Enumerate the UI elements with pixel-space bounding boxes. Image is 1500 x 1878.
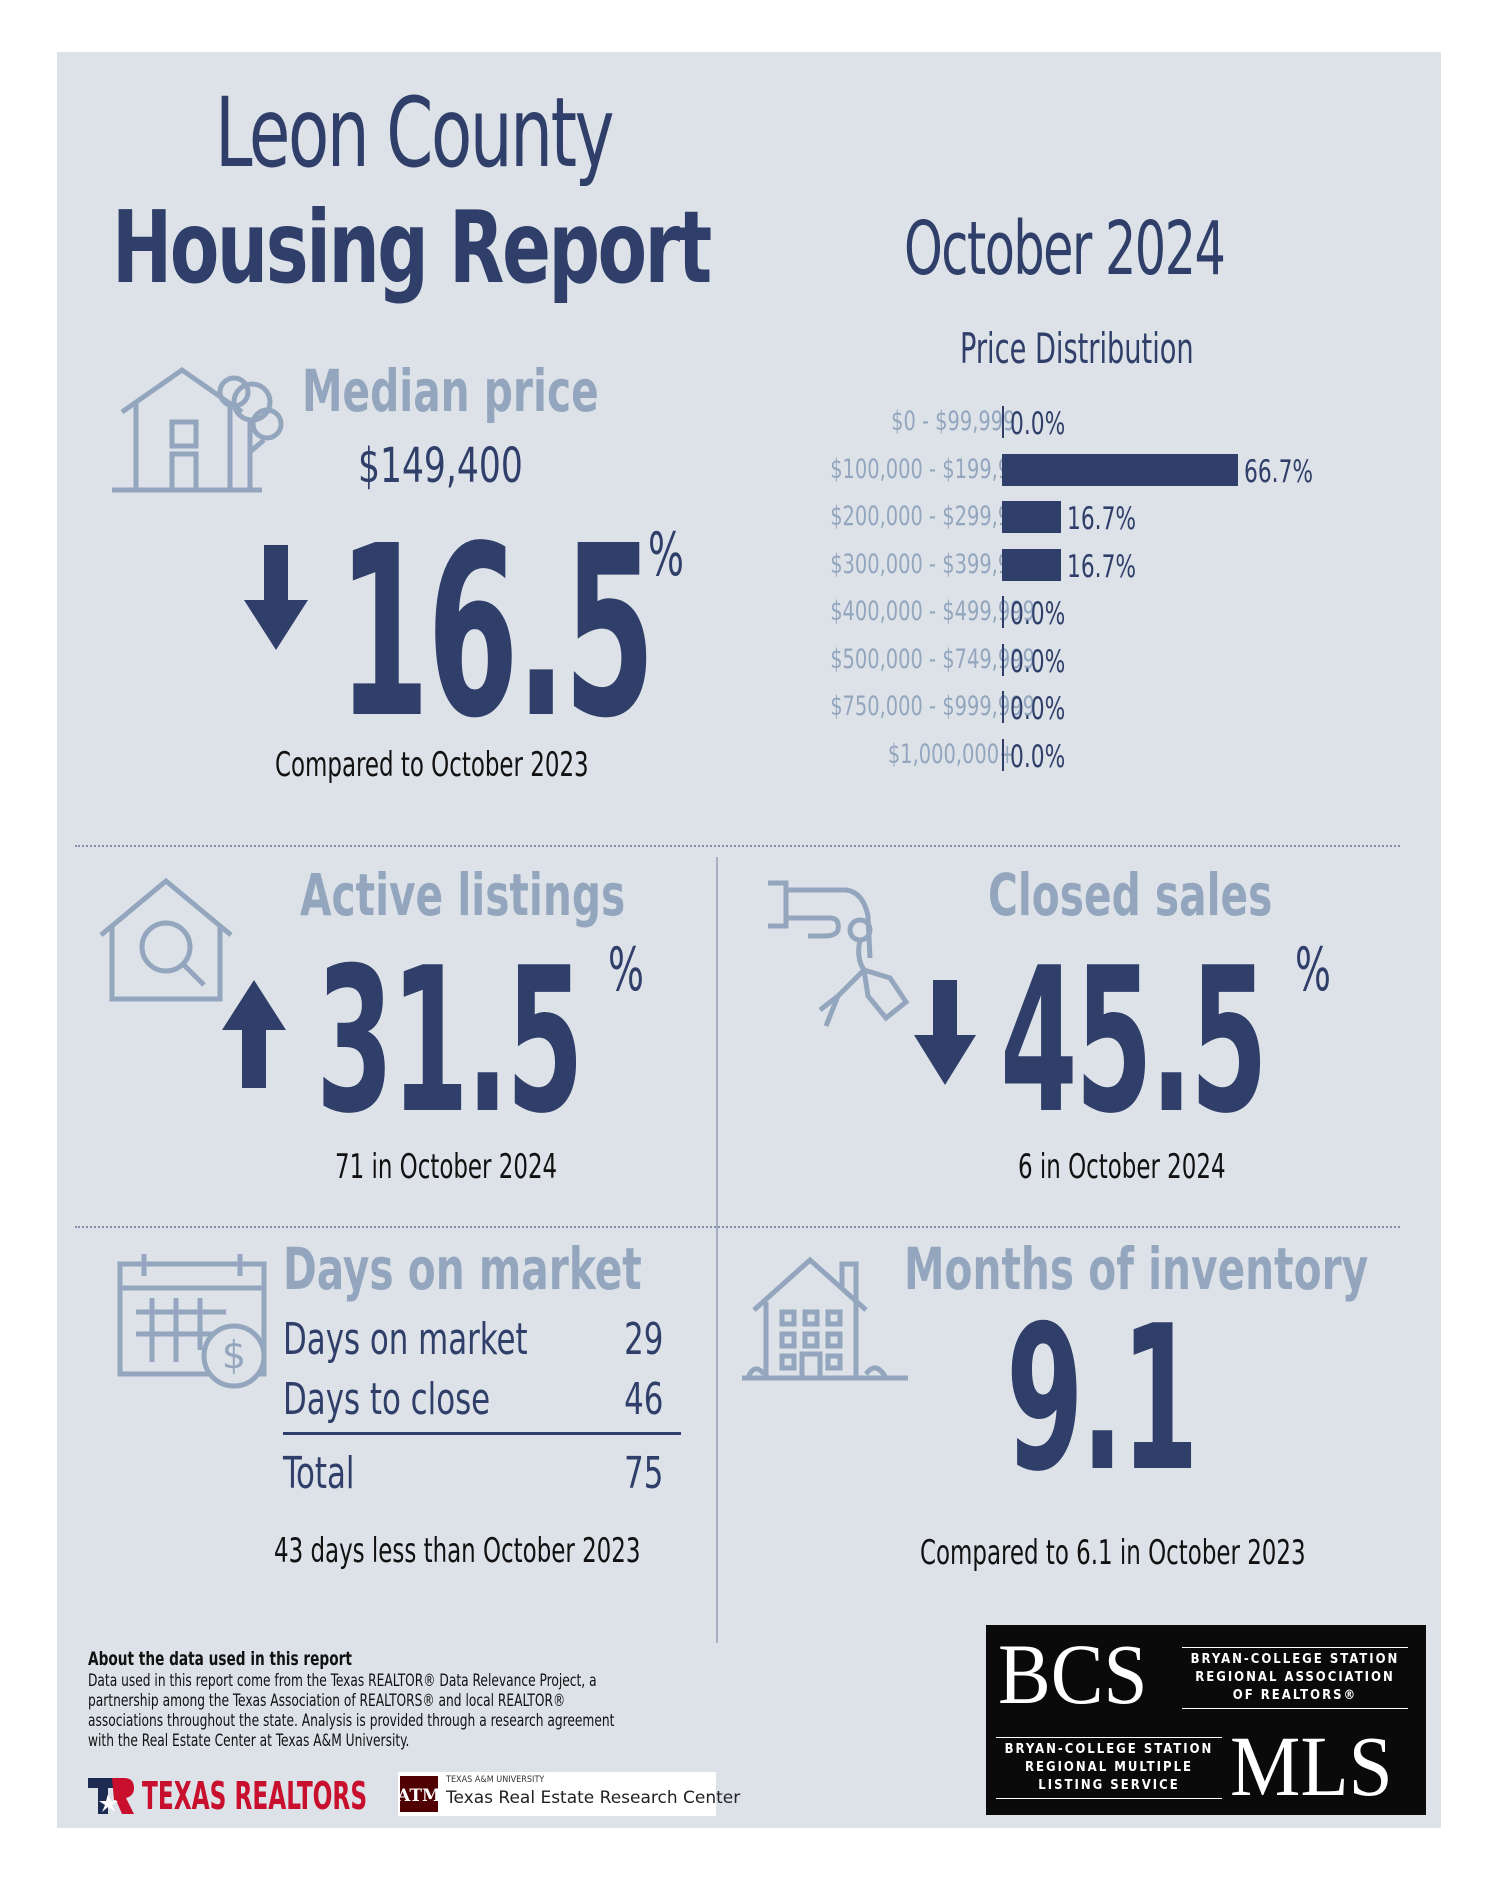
bcs-association-text: BRYAN-COLLEGE STATION REGIONAL ASSOCIATI…: [1182, 1647, 1408, 1709]
median-price-label: Median price: [302, 357, 599, 425]
mls-association-text: BRYAN-COLLEGE STATION REGIONAL MULTIPLE …: [996, 1737, 1222, 1799]
price-range-label: $100,000 - $199,999: [830, 454, 1036, 485]
price-distribution-value-label: 0.0%: [1010, 406, 1066, 442]
median-price-caption: Compared to October 2023: [275, 745, 589, 785]
row-value: 75: [623, 1448, 663, 1499]
price-distribution-bar: [1002, 691, 1004, 723]
median-price-value: $149,400: [358, 438, 523, 494]
down-arrow-icon: [244, 545, 308, 654]
row-label: Days to close: [283, 1374, 491, 1425]
house-search-icon: [96, 875, 236, 1009]
down-arrow-icon: [914, 980, 976, 1089]
section-divider: [75, 1226, 1400, 1228]
months-inventory-caption: Compared to 6.1 in October 2023: [920, 1533, 1306, 1573]
row-value: 46: [623, 1374, 663, 1425]
price-range-label: $0 - $99,999: [890, 406, 1016, 437]
assoc-line: REGIONAL ASSOCIATION: [1195, 1670, 1395, 1685]
price-distribution-bar: [1002, 596, 1004, 628]
report-title: Housing Report: [112, 189, 712, 306]
about-text: Data used in this report come from the T…: [88, 1671, 615, 1751]
tamu-center-text: Texas Real Estate Research Center: [446, 1788, 741, 1808]
house-tree-icon: [112, 362, 292, 501]
price-distribution-bar: [1002, 501, 1061, 533]
active-listings-change: 31.5: [316, 925, 584, 1158]
active-listings-caption: 71 in October 2024: [335, 1147, 558, 1187]
closed-sales-label: Closed sales: [988, 861, 1273, 929]
tamu-university-text: TEXAS A&M UNIVERSITY: [446, 1775, 545, 1785]
price-distribution-value-label: 16.7%: [1067, 501, 1137, 537]
bcs-wordmark: BCS: [998, 1626, 1148, 1722]
price-distribution-bar: [1002, 454, 1238, 486]
assoc-line: OF REALTORS®: [1232, 1688, 1358, 1703]
tamu-logo: ATM TEXAS A&M UNIVERSITY Texas Real Esta…: [396, 1772, 740, 1816]
price-distribution-bar: [1002, 644, 1004, 676]
price-distribution-value-label: 16.7%: [1067, 549, 1137, 585]
price-range-label: $1,000,000+: [888, 739, 1016, 770]
months-inventory-label: Months of inventory: [904, 1235, 1369, 1303]
active-listings-label: Active listings: [300, 861, 626, 929]
median-price-percent: %: [648, 520, 684, 590]
hand-key-icon: [768, 878, 918, 1037]
price-distribution-value-label: 0.0%: [1010, 644, 1066, 680]
up-arrow-icon: [222, 980, 286, 1092]
price-distribution-bar: [1002, 406, 1004, 438]
row-value: 29: [623, 1314, 663, 1365]
price-distribution-title: Price Distribution: [960, 324, 1194, 373]
days-on-market-caption: 43 days less than October 2023: [274, 1531, 641, 1571]
column-divider: [716, 857, 718, 1643]
assoc-line: LISTING SERVICE: [1038, 1778, 1180, 1793]
report-panel: [57, 52, 1441, 1828]
row-label: Total: [283, 1448, 355, 1499]
building-icon: [742, 1250, 912, 1389]
about-title: About the data used in this report: [88, 1648, 352, 1670]
price-range-label: $750,000 - $999,999: [830, 691, 1036, 722]
active-listings-percent: %: [608, 935, 644, 1005]
row-label: Days on market: [283, 1314, 528, 1365]
tamu-mark-icon: ATM: [396, 1776, 441, 1812]
closed-sales-change: 45.5: [1000, 925, 1268, 1158]
median-price-change: 16.5: [338, 495, 655, 770]
assoc-line: BRYAN-COLLEGE STATION: [1190, 1652, 1400, 1667]
price-distribution-value-label: 0.0%: [1010, 596, 1066, 632]
price-range-label: $400,000 - $499,999: [830, 596, 1036, 627]
texas-realtors-logo: TEXAS REALTORS: [88, 1776, 378, 1816]
price-distribution-value-label: 66.7%: [1244, 454, 1314, 490]
mls-wordmark: MLS: [1230, 1718, 1393, 1814]
price-range-label: $200,000 - $299,999: [830, 501, 1036, 532]
price-range-label: $300,000 - $399,999: [830, 549, 1036, 580]
calendar-dollar-icon: $: [116, 1250, 276, 1396]
section-divider: [75, 845, 1400, 847]
closed-sales-caption: 6 in October 2024: [1018, 1147, 1226, 1187]
report-month: October 2024: [904, 206, 1226, 292]
svg-text:ATM: ATM: [400, 1786, 438, 1806]
svg-text:$: $: [222, 1333, 246, 1377]
assoc-line: BRYAN-COLLEGE STATION: [1004, 1742, 1214, 1757]
price-distribution-value-label: 0.0%: [1010, 739, 1066, 775]
closed-sales-percent: %: [1295, 935, 1331, 1005]
price-distribution-bar: [1002, 549, 1061, 581]
price-distribution-bar: [1002, 739, 1004, 771]
bcs-mls-logo: BCS BRYAN-COLLEGE STATION REGIONAL ASSOC…: [986, 1625, 1426, 1815]
months-inventory-value: 9.1: [1006, 1283, 1199, 1516]
report-title-county: Leon County: [215, 77, 614, 189]
price-distribution-value-label: 0.0%: [1010, 691, 1066, 727]
assoc-line: REGIONAL MULTIPLE: [1024, 1760, 1194, 1775]
price-range-label: $500,000 - $749,999: [830, 644, 1036, 675]
texas-realtors-text: TEXAS REALTORS: [142, 1774, 368, 1818]
days-on-market-label: Days on market: [283, 1235, 642, 1303]
total-rule: [283, 1432, 681, 1435]
